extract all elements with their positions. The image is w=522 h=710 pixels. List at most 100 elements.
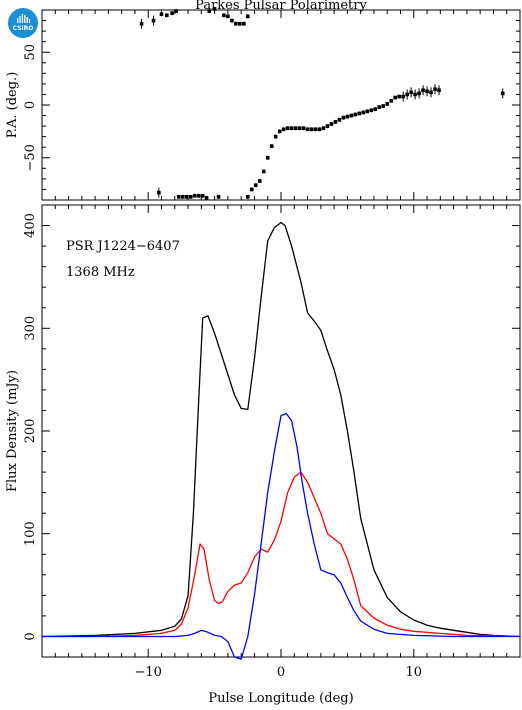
pa-data-point: [212, 7, 217, 11]
pa-data-point: [317, 127, 322, 132]
flux-y-axis-label: Flux Density (mJy): [5, 370, 20, 492]
flux-y-tick-label: 0: [23, 632, 38, 640]
flux-y-tick-label: 400: [23, 213, 38, 238]
pa-data-point: [373, 107, 378, 112]
pa-data-point: [265, 155, 270, 160]
pa-data-point: [216, 195, 221, 199]
flux-curve-total-intensity: [41, 221, 521, 638]
pa-data-point: [365, 109, 370, 114]
pa-data-point: [196, 193, 201, 198]
pa-data-point: [253, 183, 258, 188]
pa-data-point: [157, 190, 161, 195]
pa-data-point: [437, 88, 441, 93]
pa-data-point: [425, 89, 429, 94]
pa-data-point: [417, 91, 421, 96]
pa-data-point: [165, 13, 169, 18]
pa-data-point: [361, 110, 366, 115]
pa-data-point: [261, 169, 266, 174]
pa-y-tick-label: 0: [23, 101, 38, 109]
pa-data-point: [207, 9, 212, 13]
pa-data-point: [313, 127, 318, 132]
pa-data-point: [273, 134, 278, 139]
pa-data-point: [204, 196, 209, 200]
x-tick-label: 0: [277, 665, 285, 680]
pa-data-point: [246, 14, 250, 19]
pa-data-point: [369, 108, 374, 113]
pulsar-name-annotation: PSR J1224−6407: [66, 239, 180, 254]
pa-data-point: [409, 90, 413, 95]
x-tick-label: 10: [406, 665, 423, 680]
flux-curve-linear-polarization: [42, 471, 521, 638]
flux-curve-circular-polarization: [42, 412, 520, 660]
pa-data-point: [281, 127, 286, 132]
pa-panel-frame: [41, 9, 521, 201]
flux-y-tick-label: 300: [23, 316, 38, 341]
pa-data-point: [139, 21, 144, 26]
pa-data-point: [397, 94, 401, 99]
pa-data-point: [249, 187, 254, 192]
pa-data-point: [257, 179, 262, 183]
pa-data-point: [176, 195, 181, 199]
logo-text: CSIRO: [12, 25, 34, 32]
pa-y-tick-label: −50: [23, 144, 38, 171]
pa-data-point: [188, 195, 193, 199]
pa-data-point: [230, 18, 234, 23]
pa-data-point: [401, 94, 405, 99]
pa-data-point: [429, 90, 433, 95]
pa-data-point: [180, 195, 185, 199]
pa-data-point: [309, 127, 314, 132]
pa-data-point: [285, 126, 290, 131]
pa-data-point: [325, 124, 330, 128]
pa-data-point: [151, 18, 156, 23]
pa-data-point: [333, 120, 338, 124]
pa-data-point: [405, 92, 409, 97]
pa-data-point: [174, 9, 178, 13]
pa-data-point: [393, 95, 397, 100]
frequency-annotation: 1368 MHz: [66, 265, 135, 280]
pa-data-point: [337, 117, 342, 122]
pa-data-point: [349, 113, 354, 118]
x-tick-label: −10: [135, 665, 162, 680]
x-axis-label: Pulse Longitude (deg): [208, 691, 353, 706]
pa-data-point: [500, 91, 505, 96]
pa-data-point: [234, 21, 238, 26]
pa-data-point: [385, 102, 390, 106]
pa-data-point: [289, 126, 294, 131]
pa-data-point: [159, 12, 164, 17]
pa-data-point: [226, 14, 230, 19]
pa-data-point: [192, 193, 197, 198]
logo-bars-icon: [17, 14, 30, 23]
pa-data-point: [433, 87, 437, 91]
pa-data-point: [297, 126, 302, 131]
csiro-logo: CSIRO: [8, 8, 38, 38]
pa-data-point: [381, 104, 386, 108]
pa-data-point: [222, 13, 226, 18]
pa-data-point: [413, 92, 417, 97]
pa-y-tick-label: 50: [23, 44, 38, 61]
pa-data-point: [389, 98, 394, 103]
pa-data-point: [357, 111, 362, 116]
pa-y-axis-label: P.A. (deg.): [5, 72, 20, 139]
pa-data-point: [377, 105, 382, 109]
pa-data-point: [345, 114, 350, 119]
pa-data-point: [277, 129, 282, 134]
pa-data-point: [242, 21, 246, 26]
pa-data-point: [200, 193, 205, 198]
pa-data-point: [246, 195, 250, 199]
pa-data-point: [293, 126, 298, 131]
flux-y-tick-label: 100: [23, 521, 38, 546]
pa-data-point: [301, 126, 306, 131]
pa-data-point: [321, 126, 326, 131]
pa-data-point: [184, 195, 189, 199]
pa-data-point: [421, 88, 425, 93]
pa-data-point: [170, 11, 174, 15]
chart-title: Parkes Pulsar Polarimetry: [195, 0, 367, 13]
pa-data-point: [329, 122, 334, 126]
pa-data-point: [238, 21, 242, 26]
pa-data-point: [269, 144, 274, 148]
pa-data-point: [353, 112, 358, 117]
pa-data-point: [341, 115, 346, 120]
flux-y-tick-label: 200: [23, 419, 38, 444]
pa-data-point: [305, 127, 310, 132]
